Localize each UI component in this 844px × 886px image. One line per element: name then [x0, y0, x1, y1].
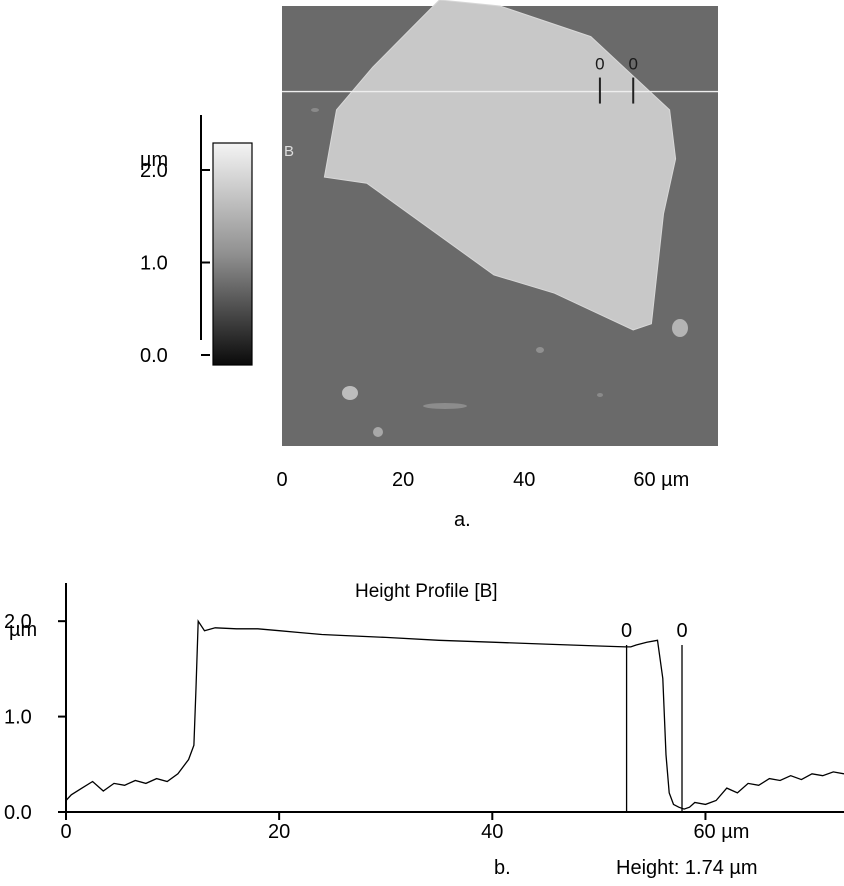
- profile-cursor-label: 0: [621, 620, 632, 642]
- image-x-tick-label: 20: [392, 469, 414, 491]
- image-x-axis-ticks: 0 20 40 60 µm: [276, 469, 689, 491]
- image-cursor-label: 0: [628, 55, 637, 74]
- profile-x-tick-label: 60 µm: [693, 821, 749, 843]
- colorbar-gradient: [212, 142, 253, 366]
- panel-b-label: b.: [494, 857, 511, 879]
- panel-a-label: a.: [454, 509, 471, 531]
- profile-cursor-label: 0: [676, 620, 687, 642]
- profile-x-tick-label: 20: [268, 821, 290, 843]
- debris-particle: [536, 347, 544, 353]
- panel-b: Height Profile [B] µm 2.0 1.0 0.0 0 20 40 60 …: [4, 581, 844, 879]
- profile-y-ticks: 2.0 1.0 0.0: [4, 611, 66, 824]
- debris-particle: [373, 427, 383, 437]
- debris-particle: [672, 319, 688, 337]
- colorbar: µm 2.0 1.0 0.0: [140, 115, 253, 367]
- profile-x-tick-label: 0: [60, 821, 71, 843]
- image-x-tick-label: 40: [513, 469, 535, 491]
- debris-particle: [423, 403, 467, 409]
- colorbar-tick-label: 1.0: [140, 253, 168, 275]
- profile-x-tick-label: 40: [481, 821, 503, 843]
- colorbar-tick-label: 2.0: [140, 160, 168, 182]
- profile-y-tick-label: 1.0: [4, 707, 32, 729]
- image-x-tick-label: 0: [276, 469, 287, 491]
- colorbar-ticks: 2.0 1.0 0.0: [140, 160, 210, 367]
- colorbar-unit-label: µm: [140, 149, 168, 171]
- debris-particle: [342, 386, 358, 400]
- profile-y-tick-label: 2.0: [4, 611, 32, 633]
- afm-flake: [323, 0, 677, 331]
- colorbar-tick-label: 0.0: [140, 345, 168, 367]
- height-profile-line: [65, 619, 844, 810]
- debris-particle: [597, 393, 603, 397]
- profile-y-tick-label: 0.0: [4, 802, 32, 824]
- profile-line-label: B: [284, 143, 294, 160]
- height-annotation: Height: 1.74 µm: [616, 857, 758, 879]
- profile-x-ticks: 0 20 40 60 µm: [60, 812, 749, 843]
- image-x-tick-label: 60 µm: [633, 469, 689, 491]
- profile-y-unit: µm: [9, 619, 37, 641]
- profile-title: Height Profile [B]: [355, 581, 498, 602]
- debris-particle: [311, 108, 319, 112]
- image-cursor-label: 0: [595, 55, 604, 74]
